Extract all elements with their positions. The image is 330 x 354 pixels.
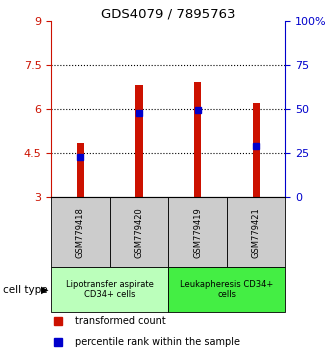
Bar: [136, 85, 143, 197]
Bar: [110, 197, 168, 267]
Text: GSM779418: GSM779418: [76, 207, 85, 258]
Bar: [227, 197, 285, 267]
Bar: [168, 267, 285, 312]
Title: GDS4079 / 7895763: GDS4079 / 7895763: [101, 7, 236, 20]
Text: GSM779420: GSM779420: [135, 207, 144, 258]
Text: percentile rank within the sample: percentile rank within the sample: [75, 337, 240, 347]
Bar: [77, 143, 84, 197]
Text: Lipotransfer aspirate
CD34+ cells: Lipotransfer aspirate CD34+ cells: [66, 280, 154, 299]
Text: cell type: cell type: [3, 285, 48, 295]
Text: ▶: ▶: [41, 285, 49, 295]
Bar: [51, 267, 168, 312]
Text: GSM779421: GSM779421: [252, 207, 261, 258]
Text: GSM779419: GSM779419: [193, 207, 202, 258]
Bar: [253, 103, 260, 197]
Bar: [194, 82, 201, 197]
Text: Leukapheresis CD34+
cells: Leukapheresis CD34+ cells: [180, 280, 274, 299]
Text: transformed count: transformed count: [75, 315, 165, 326]
Bar: [51, 197, 110, 267]
Bar: [168, 197, 227, 267]
